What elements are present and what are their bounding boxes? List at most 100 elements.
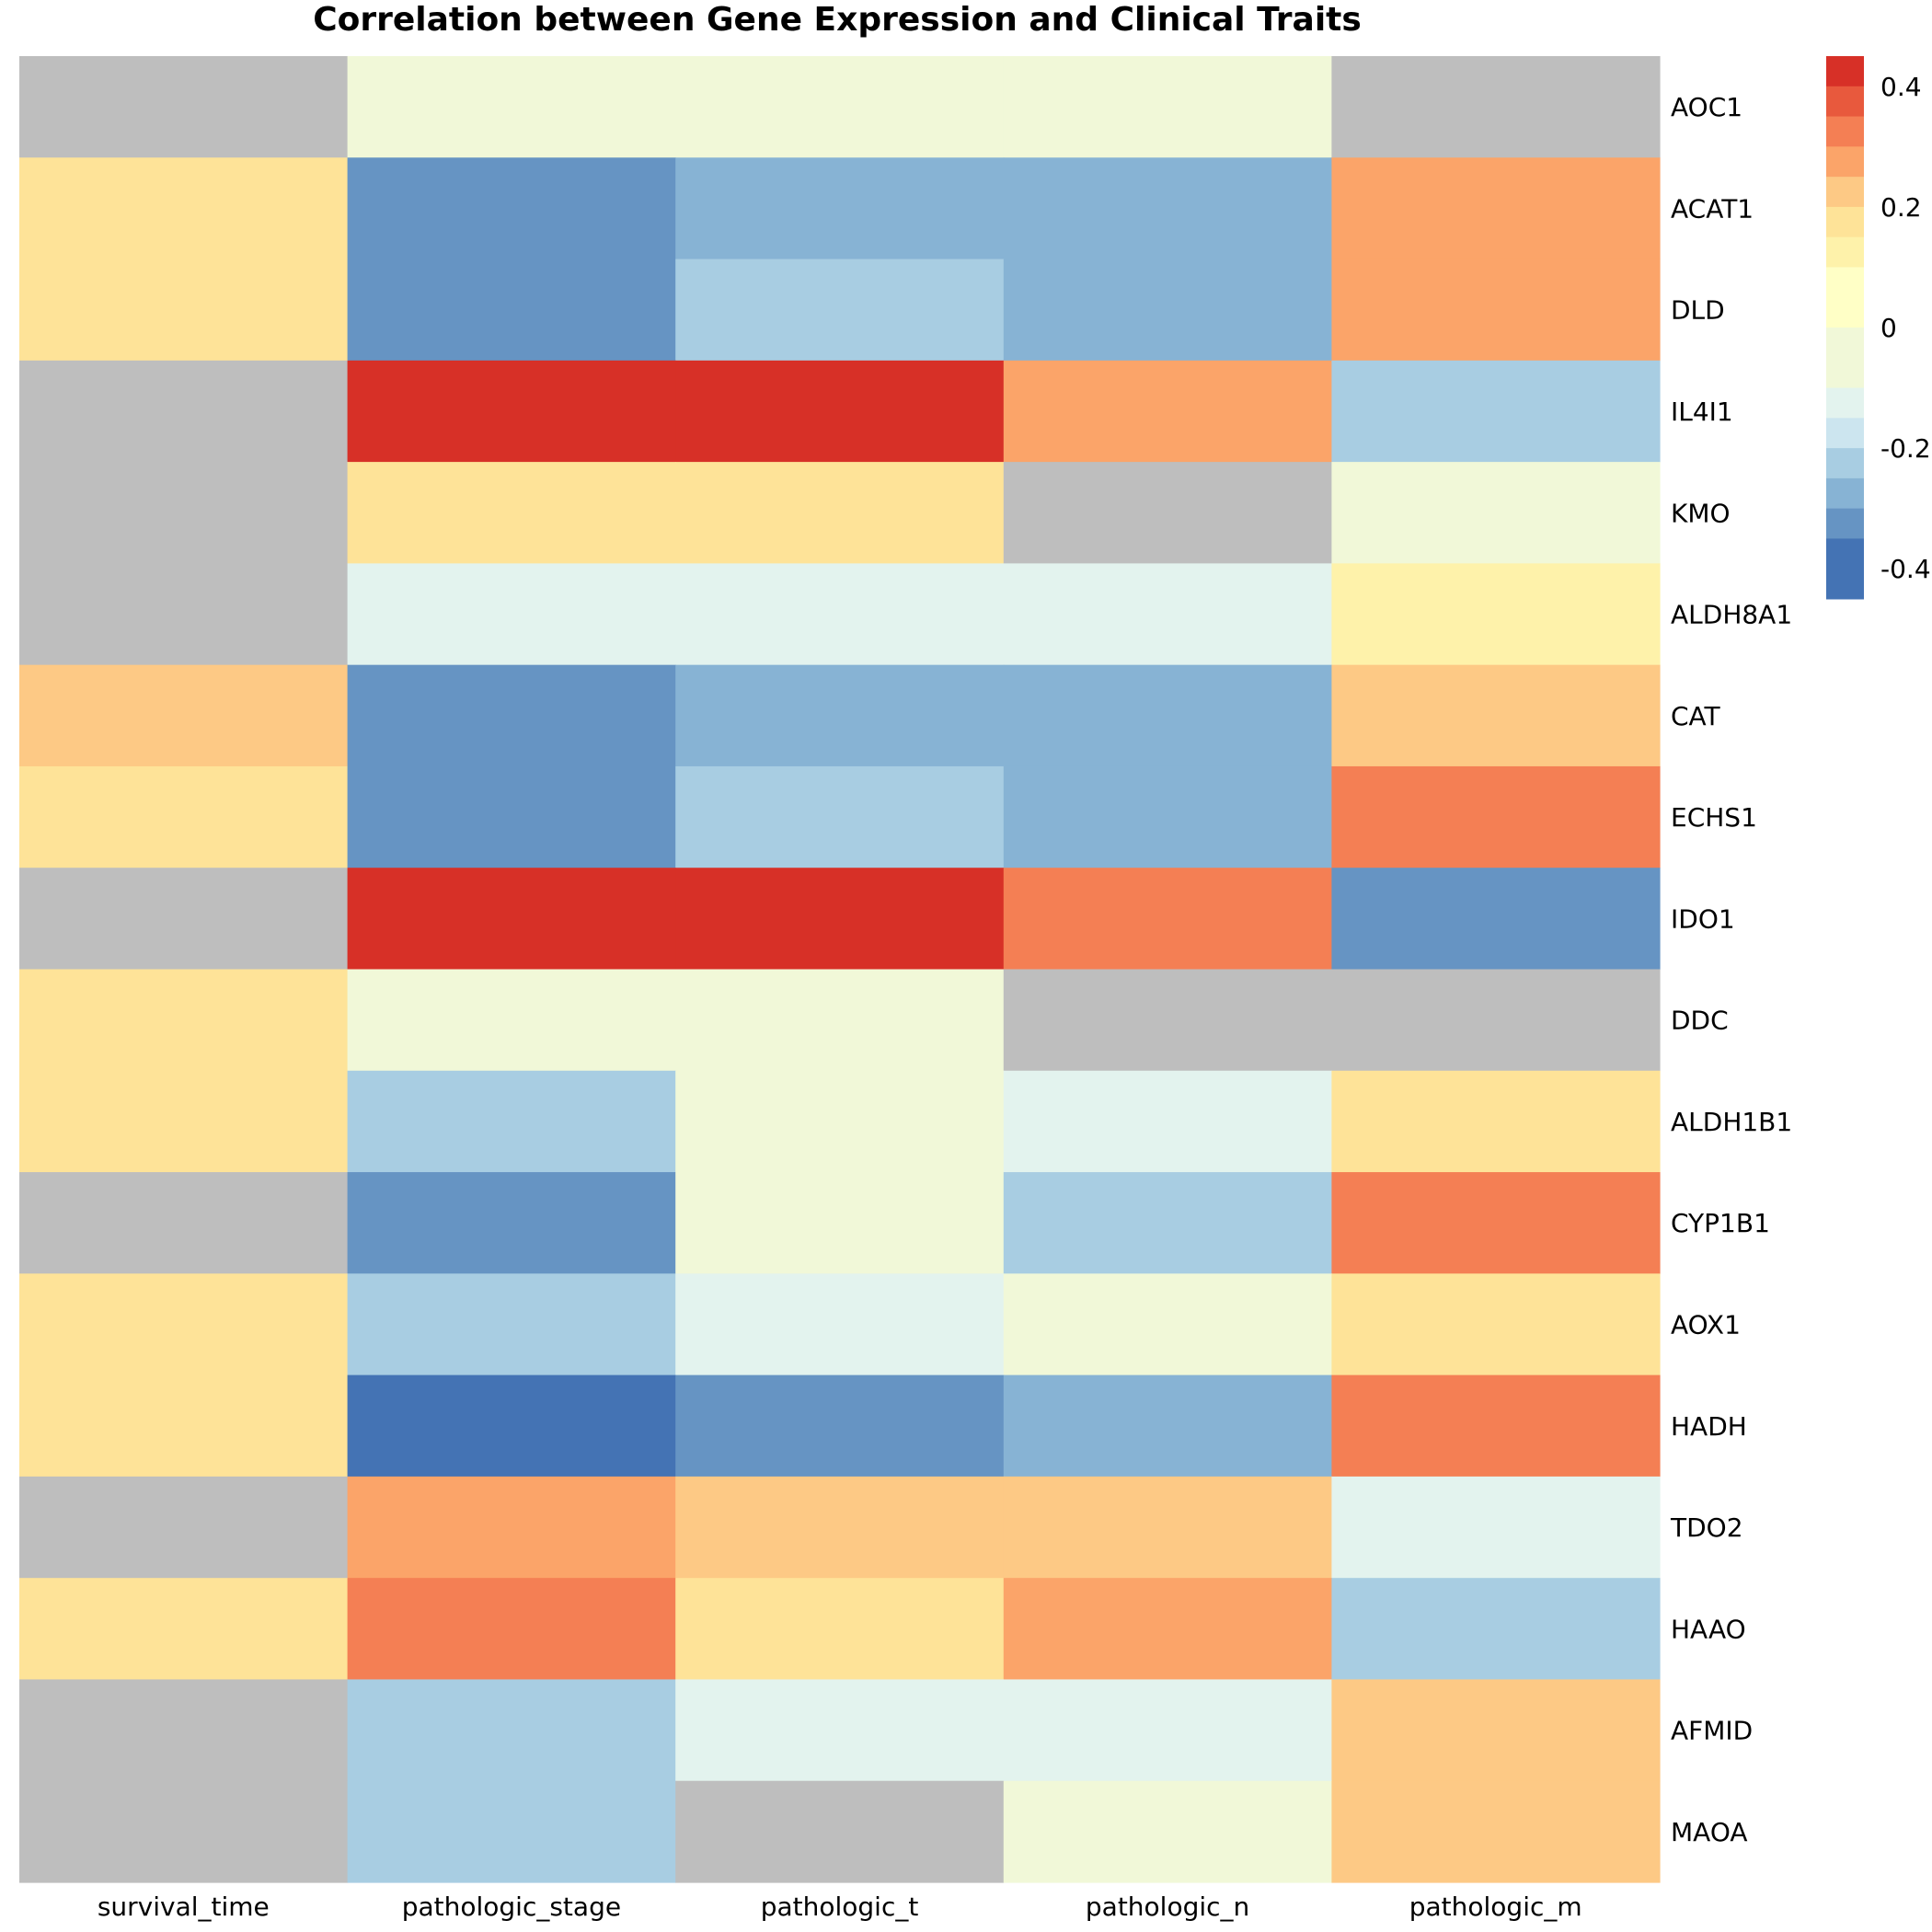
row-label: CAT bbox=[1671, 701, 1721, 731]
heatmap-cell-echs1-survival-time bbox=[19, 765, 349, 868]
heatmap-cell-aoc1-survival-time bbox=[19, 56, 349, 158]
heatmap-cell-echs1-pathologic-stage bbox=[347, 765, 676, 868]
row-labels: AOC1 ACAT1 DLD IL4I1 KMO ALDH8A1 CAT ECHS1 IDO1 D… bbox=[1670, 92, 1792, 1847]
legend-swatch bbox=[1826, 448, 1864, 479]
heatmap-cell-il4i1-pathologic-m bbox=[1331, 360, 1661, 463]
heatmap-cell-acat1-pathologic-stage bbox=[347, 157, 676, 260]
heatmap-cell-maoa-pathologic-stage bbox=[347, 1780, 676, 1883]
heatmap-cell-kmo-pathologic-n bbox=[1003, 462, 1332, 564]
heatmap-cell-aox1-pathologic-n bbox=[1003, 1273, 1332, 1376]
row-label: HAAO bbox=[1671, 1614, 1746, 1644]
row-label: ACAT1 bbox=[1671, 193, 1754, 224]
heatmap-cell-aoc1-pathologic-t bbox=[675, 56, 1005, 158]
row-label: AOX1 bbox=[1671, 1309, 1741, 1340]
legend-swatch bbox=[1826, 236, 1864, 268]
row-label: DLD bbox=[1671, 295, 1725, 326]
heatmap-cell-cyp1b1-pathologic-stage bbox=[347, 1172, 676, 1274]
heatmap-cell-ido1-pathologic-stage bbox=[347, 868, 676, 971]
heatmap-cell-ddc-pathologic-m bbox=[1331, 969, 1661, 1072]
heatmap-cell-afmid-pathologic-stage bbox=[347, 1679, 676, 1782]
heatmap-cell-dld-pathologic-n bbox=[1003, 259, 1332, 362]
heatmap-cell-aldh1b1-pathologic-t bbox=[675, 1070, 1005, 1173]
heatmap-cell-ido1-pathologic-t bbox=[675, 868, 1005, 971]
heatmap-cell-aox1-survival-time bbox=[19, 1273, 349, 1376]
heatmap-cell-cat-pathologic-m bbox=[1331, 664, 1661, 767]
legend-tick-label: -0.4 bbox=[1880, 554, 1931, 584]
heatmap-cell-kmo-survival-time bbox=[19, 462, 349, 564]
heatmap-cell-ido1-pathologic-n bbox=[1003, 868, 1332, 971]
heatmap-cell-tdo2-pathologic-t bbox=[675, 1476, 1005, 1579]
heatmap-cell-aldh8a1-pathologic-stage bbox=[347, 563, 676, 666]
heatmap-cell-ddc-pathologic-stage bbox=[347, 969, 676, 1072]
heatmap-cell-tdo2-survival-time bbox=[19, 1476, 349, 1579]
heatmap-cell-ddc-pathologic-n bbox=[1003, 969, 1332, 1072]
heatmap-cell-tdo2-pathologic-stage bbox=[347, 1476, 676, 1579]
heatmap-cell-acat1-pathologic-t bbox=[675, 157, 1005, 260]
heatmap-cell-acat1-pathologic-n bbox=[1003, 157, 1332, 260]
heatmap-cell-cyp1b1-pathologic-t bbox=[675, 1172, 1005, 1274]
heatmap-cell-aox1-pathologic-t bbox=[675, 1273, 1005, 1376]
heatmap-cell-hadh-pathologic-stage bbox=[347, 1374, 676, 1478]
heatmap-cell-echs1-pathologic-t bbox=[675, 765, 1005, 868]
heatmap-cell-aoc1-pathologic-stage bbox=[347, 56, 676, 158]
row-label: ALDH1B1 bbox=[1671, 1107, 1792, 1137]
heatmap-cell-haao-pathologic-n bbox=[1003, 1578, 1332, 1681]
legend-swatch bbox=[1826, 477, 1864, 510]
heatmap-cell-afmid-pathologic-t bbox=[675, 1679, 1005, 1782]
heatmap-cell-hadh-survival-time bbox=[19, 1374, 349, 1478]
heatmap-cell-kmo-pathologic-stage bbox=[347, 462, 676, 564]
heatmap-cell-dld-pathologic-m bbox=[1331, 259, 1661, 362]
heatmap-cell-ddc-pathologic-t bbox=[675, 969, 1005, 1072]
row-label: KMO bbox=[1671, 498, 1731, 528]
heatmap-cell-haao-pathologic-stage bbox=[347, 1578, 676, 1681]
heatmap-cell-dld-pathologic-stage bbox=[347, 259, 676, 362]
column-label: pathologic_m bbox=[1409, 1892, 1582, 1922]
heatmap-cell-ido1-pathologic-m bbox=[1331, 868, 1661, 971]
heatmap-cell-dld-pathologic-t bbox=[675, 259, 1005, 362]
heatmap-cell-hadh-pathologic-m bbox=[1331, 1374, 1661, 1478]
heatmap-cell-cat-pathologic-n bbox=[1003, 664, 1332, 767]
heatmap-cell-aldh8a1-pathologic-m bbox=[1331, 563, 1661, 666]
heatmap-cell-cyp1b1-pathologic-m bbox=[1331, 1172, 1661, 1274]
heatmap-cell-afmid-pathologic-m bbox=[1331, 1679, 1661, 1782]
column-label: survival_time bbox=[98, 1892, 270, 1922]
heatmap-cells bbox=[19, 56, 1661, 1883]
legend-tick-label: 0.4 bbox=[1880, 72, 1922, 102]
color-legend: 0.4 0.2 0 -0.2 -0.4 bbox=[1826, 56, 1931, 600]
row-label: HADH bbox=[1671, 1411, 1747, 1442]
heatmap-cell-il4i1-pathologic-t bbox=[675, 360, 1005, 463]
column-labels: survival_time pathologic_stage pathologic_… bbox=[98, 1892, 1582, 1922]
heatmap-cell-cat-survival-time bbox=[19, 664, 349, 767]
heatmap-cell-aldh1b1-survival-time bbox=[19, 1070, 349, 1173]
heatmap-cell-il4i1-survival-time bbox=[19, 360, 349, 463]
heatmap-cell-haao-pathologic-t bbox=[675, 1578, 1005, 1681]
heatmap-cell-aldh1b1-pathologic-n bbox=[1003, 1070, 1332, 1173]
heatmap-cell-cat-pathologic-t bbox=[675, 664, 1005, 767]
heatmap-cell-aox1-pathologic-m bbox=[1331, 1273, 1661, 1376]
heatmap-cell-acat1-pathologic-m bbox=[1331, 157, 1661, 260]
row-label: ECHS1 bbox=[1671, 802, 1757, 833]
legend-swatch bbox=[1826, 116, 1864, 147]
row-label: AOC1 bbox=[1671, 92, 1742, 122]
heatmap-cell-cat-pathologic-stage bbox=[347, 664, 676, 767]
heatmap-cell-echs1-pathologic-n bbox=[1003, 765, 1332, 868]
heatmap-cell-aldh8a1-survival-time bbox=[19, 563, 349, 666]
heatmap-cell-afmid-pathologic-n bbox=[1003, 1679, 1332, 1782]
heatmap-cell-aldh1b1-pathologic-m bbox=[1331, 1070, 1661, 1173]
heatmap-cell-maoa-survival-time bbox=[19, 1780, 349, 1883]
chart-title: Correlation between Gene Expression and … bbox=[313, 1, 1362, 39]
heatmap-cell-ddc-survival-time bbox=[19, 969, 349, 1072]
heatmap-cell-acat1-survival-time bbox=[19, 157, 349, 260]
heatmap-cell-maoa-pathologic-n bbox=[1003, 1780, 1332, 1883]
heatmap-cell-maoa-pathologic-m bbox=[1331, 1780, 1661, 1883]
row-label: MAOA bbox=[1671, 1817, 1748, 1847]
legend-swatch bbox=[1826, 387, 1864, 419]
row-label: AFMID bbox=[1671, 1716, 1753, 1746]
heatmap-cell-kmo-pathologic-m bbox=[1331, 462, 1661, 564]
heatmap-cell-dld-survival-time bbox=[19, 259, 349, 362]
heatmap-cell-cyp1b1-pathologic-n bbox=[1003, 1172, 1332, 1274]
heatmap-cell-maoa-pathologic-t bbox=[675, 1780, 1005, 1883]
column-label: pathologic_stage bbox=[402, 1892, 621, 1922]
legend-swatch bbox=[1826, 328, 1864, 389]
